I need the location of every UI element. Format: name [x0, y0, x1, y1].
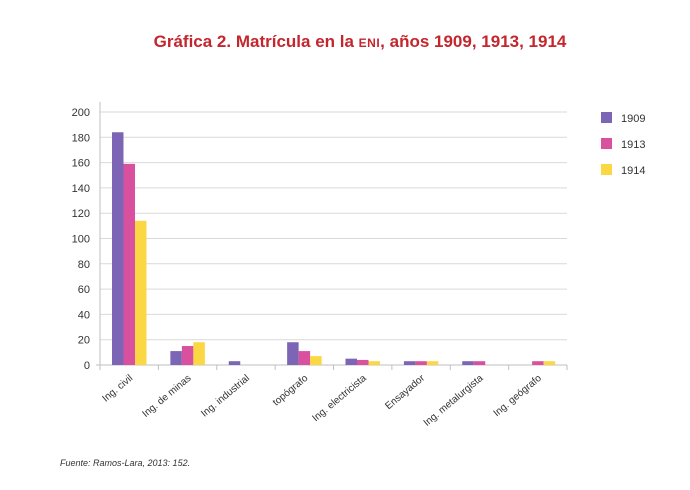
bar-1914-7	[543, 361, 556, 365]
source-note: Fuente: Ramos-Lara, 2013: 152.	[60, 458, 191, 468]
bar-1913-7	[532, 361, 544, 365]
x-category-label: Ing. metalurgista	[422, 373, 486, 429]
legend-swatch-1909	[601, 112, 612, 123]
x-category-label: Ing. industrial	[199, 373, 252, 420]
y-tick-label: 160	[72, 158, 90, 170]
bar-1913-3	[298, 351, 311, 365]
x-category-label: Ing. geógrafo	[492, 373, 545, 420]
legend-label-1909: 1909	[621, 113, 645, 125]
bar-1914-1	[193, 342, 205, 365]
legend-label-1914: 1914	[621, 165, 645, 177]
y-tick-label: 100	[72, 234, 90, 246]
x-category-label: Ing. de minas	[140, 373, 193, 420]
legend-swatch-1914	[601, 164, 612, 175]
y-tick-label: 20	[78, 335, 90, 347]
chart-title-acronym: eni	[358, 36, 381, 50]
bar-1913-6	[473, 361, 486, 365]
y-tick-label: 180	[72, 132, 90, 144]
y-tick-label: 80	[78, 259, 90, 271]
x-category-label: Ensayador	[383, 372, 427, 412]
chart-title-prefix: Gráfica 2. Matrícula en la	[153, 32, 359, 51]
bar-1914-0	[135, 220, 147, 365]
chart-title: Gráfica 2. Matrícula en la eni, años 190…	[0, 32, 690, 52]
bar-1914-5	[426, 361, 439, 365]
bar-1909-6	[462, 361, 474, 365]
x-category-label: topógrafo	[271, 373, 311, 409]
bar-1909-3	[287, 342, 299, 365]
bar-1914-4	[368, 361, 380, 365]
bar-1913-4	[357, 359, 369, 365]
y-tick-label: 40	[78, 309, 90, 321]
x-category-label: Ing. civil	[100, 373, 135, 405]
bar-1909-2	[228, 361, 241, 365]
bar-1913-5	[415, 361, 427, 365]
legend-label-1913: 1913	[621, 139, 645, 151]
y-tick-label: 0	[84, 360, 90, 372]
y-tick-label: 60	[78, 284, 90, 296]
bar-1909-5	[403, 361, 416, 365]
x-category-label: Ing. electricista	[311, 373, 369, 425]
bar-1909-0	[112, 132, 124, 365]
bar-1913-1	[181, 346, 194, 365]
y-tick-label: 140	[72, 183, 90, 195]
bar-1913-0	[123, 163, 135, 365]
bar-1914-3	[310, 356, 322, 365]
chart-title-suffix: , años 1909, 1913, 1914	[380, 32, 567, 51]
bar-1909-4	[345, 358, 357, 365]
bar-1909-1	[170, 351, 182, 365]
y-tick-label: 200	[72, 107, 90, 119]
y-tick-label: 120	[72, 208, 90, 220]
legend-swatch-1913	[601, 138, 612, 149]
